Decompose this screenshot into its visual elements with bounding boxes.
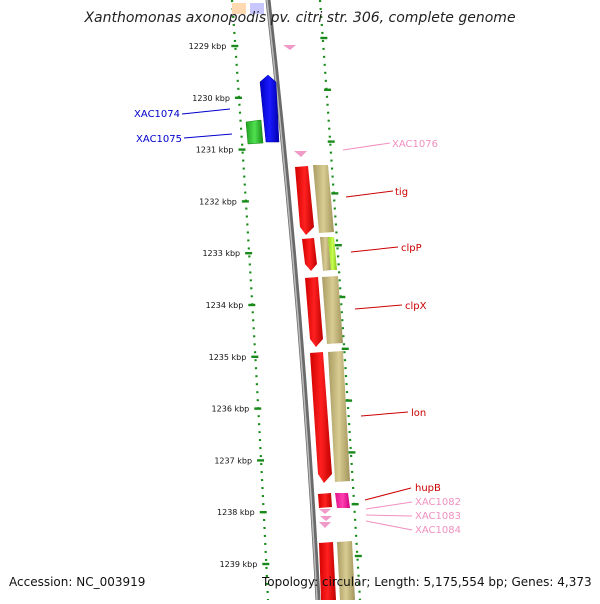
cds-lon: [328, 351, 350, 482]
tick-label: 1235 kbp: [209, 353, 247, 362]
label-hupB[interactable]: hupB: [415, 483, 441, 494]
label-lon[interactable]: lon: [411, 408, 426, 419]
cds-clpP: [320, 237, 331, 271]
accession-text: Accession: NC_003919: [9, 575, 146, 589]
tick-label: 1238 kbp: [217, 508, 255, 517]
genome-backbone: [265, 0, 321, 601]
tick-label: 1237 kbp: [214, 456, 252, 465]
tick-label: 1229 kbp: [189, 42, 227, 51]
cds-clpX: [322, 276, 343, 344]
label-clpP[interactable]: clpP: [401, 243, 422, 254]
label-xac1083[interactable]: XAC1083: [415, 511, 461, 522]
gene-hupB[interactable]: [318, 493, 332, 508]
gene-partial-orange: [232, 3, 246, 14]
tick-layer: 1229 kbp 1230 kbp 1231 kbp 1232 kbp 1233 kbp…: [189, 36, 362, 569]
cds-clpP-lime: [328, 237, 337, 270]
gene-tig[interactable]: [295, 166, 314, 235]
tick-label: 1239 kbp: [220, 560, 258, 569]
gene-small-arrow-top: [283, 45, 296, 50]
tick-label: 1233 kbp: [202, 249, 240, 258]
leader-lines: [181, 108, 413, 531]
gene-xac1082[interactable]: [319, 509, 331, 514]
label-xac1074[interactable]: XAC1074: [134, 109, 180, 120]
label-xac1084[interactable]: XAC1084: [415, 525, 461, 536]
tick-label: 1236 kbp: [212, 405, 250, 414]
genome-title: Xanthomonas axonopodis pv. citri str. 30…: [84, 10, 516, 26]
label-xac1082[interactable]: XAC1082: [415, 497, 461, 508]
gene-xac1083[interactable]: [320, 516, 332, 521]
gene-bottom-red: [319, 542, 336, 600]
gene-partial-lavender: [250, 3, 264, 14]
gene-xac1075[interactable]: [245, 119, 264, 145]
tick-label: 1232 kbp: [199, 197, 237, 206]
gene-labels: XAC1074 XAC1075 XAC1076 tig clpP clpX lo…: [134, 109, 461, 536]
gene-xac1084[interactable]: [319, 522, 331, 528]
tick-label: 1231 kbp: [196, 146, 234, 155]
label-clpX[interactable]: clpX: [405, 301, 427, 312]
tick-label: 1230 kbp: [192, 94, 230, 103]
label-tig[interactable]: tig: [395, 187, 408, 198]
gene-xac1074[interactable]: [259, 74, 280, 143]
gene-xac1076[interactable]: [294, 151, 307, 157]
gene-clpP[interactable]: [302, 238, 317, 271]
gene-lon[interactable]: [310, 352, 332, 483]
tick-label: 1234 kbp: [206, 301, 244, 310]
label-xac1075[interactable]: XAC1075: [136, 134, 182, 145]
cds-tig: [313, 165, 334, 233]
topology-text: Topology: circular; Length: 5,175,554 bp…: [262, 575, 592, 589]
cds-hupB: [335, 493, 350, 508]
label-xac1076[interactable]: XAC1076: [392, 139, 438, 150]
cds-bottom-khaki: [337, 541, 355, 600]
gene-clpX[interactable]: [305, 277, 323, 347]
